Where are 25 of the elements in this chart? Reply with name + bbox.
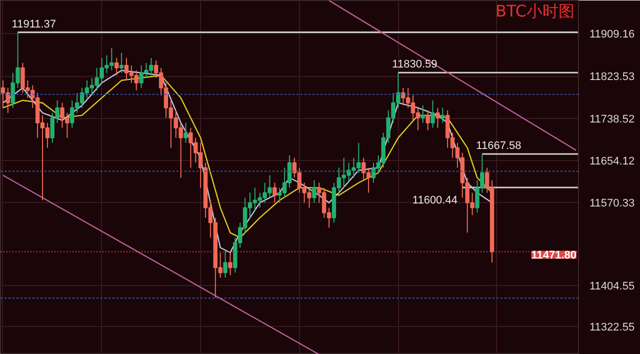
y-tick-label: 11570.33 xyxy=(590,198,635,210)
y-tick-label: 11738.52 xyxy=(590,114,635,126)
y-tick-label: 11322.55 xyxy=(590,321,635,334)
candlestick xyxy=(272,182,277,204)
candlestick xyxy=(228,252,232,276)
candlestick xyxy=(430,100,435,128)
ref-line-label: 11600.44 xyxy=(412,194,458,207)
candlestick xyxy=(436,107,440,128)
ref-line-label: 11830.59 xyxy=(392,58,438,71)
candlestick xyxy=(440,107,445,124)
candlestick xyxy=(420,104,425,124)
ref-line-label: 11471.80 xyxy=(531,250,577,262)
candlestick xyxy=(426,110,430,131)
candlestick xyxy=(184,122,188,144)
candlestick xyxy=(114,57,119,76)
chart-title: BTC小时图 xyxy=(496,2,574,20)
y-tick-label: 11823.53 xyxy=(590,71,635,84)
candlestick xyxy=(312,180,316,204)
ref-line-label: 11667.58 xyxy=(476,140,522,152)
candlestick xyxy=(223,250,228,278)
candlestick xyxy=(119,52,124,74)
y-tick-label: 11654.12 xyxy=(590,156,635,168)
y-tick-label: 11909.16 xyxy=(590,28,635,40)
ref-line-label: 11911.37 xyxy=(12,18,56,30)
y-tick-label: 11404.55 xyxy=(590,280,635,292)
